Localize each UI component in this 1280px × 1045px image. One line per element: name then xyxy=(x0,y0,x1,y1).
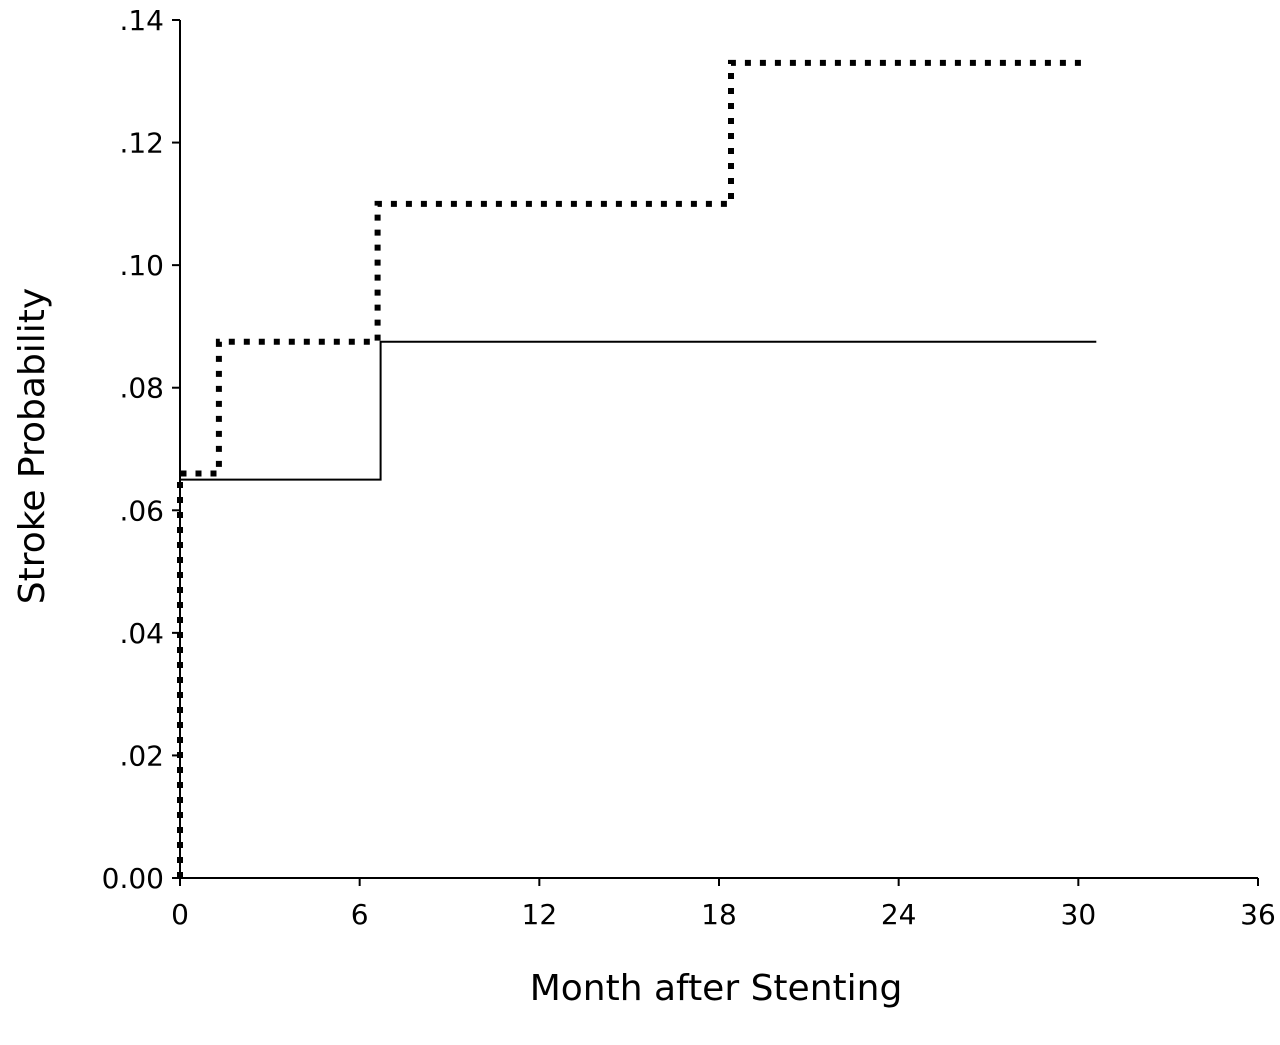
y-axis-title: Stroke Probability xyxy=(12,288,53,604)
y-tick-label: .08 xyxy=(119,372,164,405)
series-line-dotted xyxy=(177,59,1088,878)
y-tick-label: .02 xyxy=(119,739,164,772)
y-axis-ticks: 0.00 .02 .04 .06 .08 .10 .12 .14 xyxy=(102,4,180,895)
x-tick-label: 12 xyxy=(522,898,558,931)
y-tick-label: .10 xyxy=(119,249,164,282)
x-tick-label: 0 xyxy=(171,898,189,931)
y-tick-label: .14 xyxy=(119,4,164,37)
x-tick-label: 24 xyxy=(881,898,917,931)
x-tick-label: 36 xyxy=(1240,898,1276,931)
y-tick-label: .06 xyxy=(119,494,164,527)
x-axis-ticks: 0 6 12 18 24 30 36 xyxy=(171,878,1276,931)
x-axis-title: Month after Stenting xyxy=(530,968,903,1009)
y-tick-label: .12 xyxy=(119,127,164,160)
y-tick-label: 0.00 xyxy=(102,862,164,895)
series-layer xyxy=(177,59,1097,878)
series-line-solid xyxy=(179,340,1097,878)
x-tick-label: 18 xyxy=(701,898,737,931)
x-tick-label: 30 xyxy=(1061,898,1097,931)
x-tick-label: 6 xyxy=(351,898,369,931)
y-tick-label: .04 xyxy=(119,617,164,650)
